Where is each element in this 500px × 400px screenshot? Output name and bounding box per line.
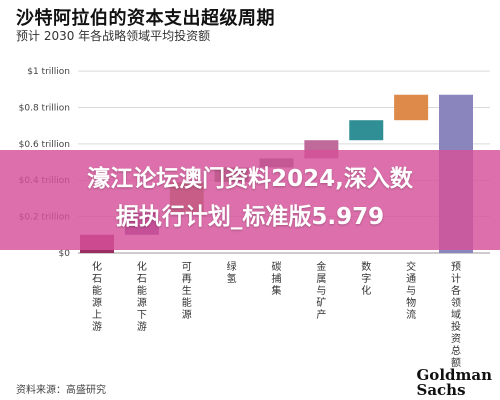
x-tick-label: 数字化 (361, 260, 371, 297)
x-tick-label: 化石能源下游 (137, 260, 147, 333)
x-tick-label: 交通与物流 (406, 260, 416, 321)
y-tick-label: $0.6 trillion (19, 140, 70, 150)
x-tick-label: 预计各领域投资总额 (451, 261, 461, 369)
x-tick-label: 可再生能源 (182, 262, 192, 321)
goldman-sachs-logo: Goldman Sachs (417, 368, 493, 398)
x-tick-label: 化石能源上游 (92, 260, 102, 333)
x-tick-label: 碳捕集 (272, 260, 282, 297)
source-note: 资料来源：高盛研究 (16, 385, 106, 396)
logo-line-2: Sachs (416, 381, 466, 399)
bar (394, 94, 429, 121)
overlay-line-1: 濠江论坛澳门资料2024,深入数 (87, 166, 413, 192)
overlay-banner (0, 150, 500, 250)
bar (349, 120, 384, 141)
x-tick-label: 绿氢 (227, 260, 237, 285)
x-tick-label: 金属与矿产 (316, 260, 326, 321)
y-tick-label: $1 trillion (27, 67, 70, 77)
overlay-text: 濠江论坛澳门资料2024,深入数 据执行计划_标准版5.979 (0, 160, 500, 236)
y-tick-label: $0 (59, 249, 71, 259)
chart-title: 沙特阿拉伯的资本支出超级周期 (16, 8, 275, 29)
logo-line-1: Goldman (416, 366, 493, 384)
overlay-line-2: 据执行计划_标准版5.979 (115, 204, 385, 230)
y-tick-label: $0.8 trillion (19, 103, 70, 113)
chart-subtitle: 预计 2030 年各战略领域平均投资额 (16, 29, 211, 43)
